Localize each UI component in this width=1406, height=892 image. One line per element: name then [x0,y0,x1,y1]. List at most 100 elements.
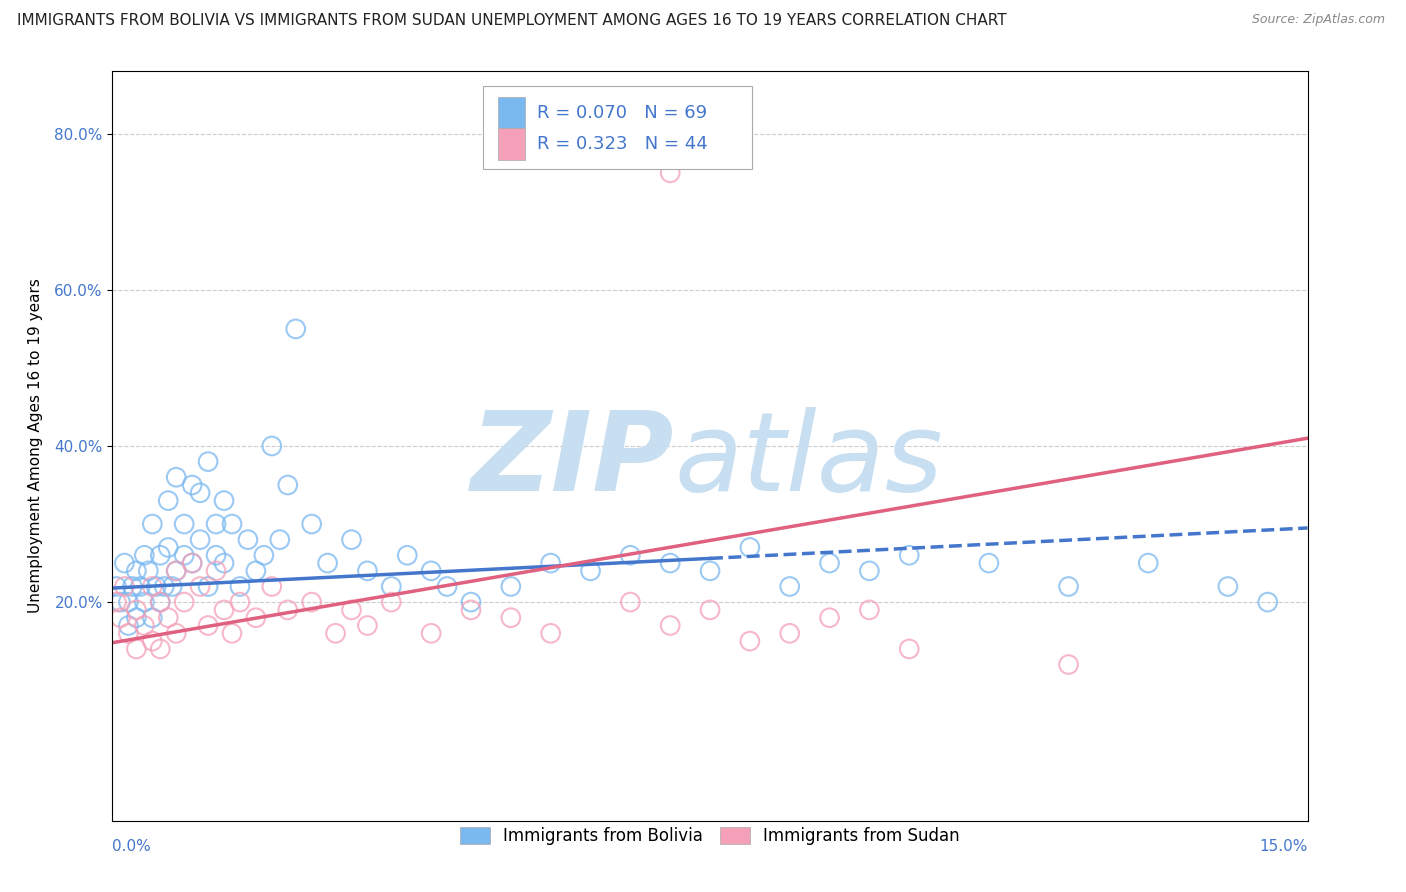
Point [898,548,921,563]
Point [141,517,163,532]
Point [277,603,299,617]
Point [173,595,195,609]
Point [221,517,243,532]
Point [738,541,761,555]
Point [229,580,252,594]
Point [212,603,235,617]
Point [141,634,163,648]
Point [316,556,339,570]
Point [157,541,180,555]
Text: R = 0.323   N = 44: R = 0.323 N = 44 [537,135,707,153]
Point [165,564,187,578]
Point [117,595,139,609]
Point [188,580,211,594]
Point [165,470,187,484]
Point [420,626,443,640]
Text: IMMIGRANTS FROM BOLIVIA VS IMMIGRANTS FROM SUDAN UNEMPLOYMENT AMONG AGES 16 TO 1: IMMIGRANTS FROM BOLIVIA VS IMMIGRANTS FR… [17,13,1007,29]
Point [738,634,761,648]
Point [269,533,291,547]
Point [141,611,163,625]
Point [121,580,143,594]
Point [1057,580,1080,594]
Point [420,564,443,578]
Point [277,478,299,492]
Point [499,611,522,625]
FancyBboxPatch shape [484,87,752,169]
Point [149,548,172,563]
Point [977,556,1000,570]
Point [779,580,801,594]
Point [149,642,172,657]
Point [460,603,482,617]
Point [114,580,135,594]
Point [134,595,156,609]
Point [380,580,402,594]
Point [858,564,880,578]
Legend: Immigrants from Bolivia, Immigrants from Sudan: Immigrants from Bolivia, Immigrants from… [451,819,969,854]
Point [117,618,139,632]
Point [221,626,243,640]
Point [325,626,347,640]
Point [117,626,139,640]
Point [129,580,152,594]
FancyBboxPatch shape [499,97,524,128]
Point [340,603,363,617]
Point [181,556,204,570]
Point [284,322,307,336]
Text: 15.0%: 15.0% [1260,839,1308,855]
Point [245,564,267,578]
Point [1137,556,1160,570]
Point [460,595,482,609]
Point [1257,595,1279,609]
Text: Source: ZipAtlas.com: Source: ZipAtlas.com [1251,13,1385,27]
Point [619,548,641,563]
Text: ZIP: ZIP [471,408,675,515]
Point [138,564,160,578]
Point [173,517,195,532]
Point [380,595,402,609]
Point [162,580,183,594]
Point [356,564,378,578]
Point [145,580,167,594]
Point [236,533,259,547]
Point [197,455,219,469]
Point [212,493,235,508]
Point [818,611,841,625]
Point [253,548,276,563]
Text: R = 0.070   N = 69: R = 0.070 N = 69 [537,103,707,121]
Point [110,595,132,609]
Text: atlas: atlas [675,408,943,515]
Point [229,595,252,609]
Point [659,618,682,632]
Point [110,611,132,625]
Point [134,548,156,563]
Point [125,603,148,617]
FancyBboxPatch shape [499,128,524,160]
Point [165,564,187,578]
Point [1216,580,1239,594]
Point [149,595,172,609]
Point [396,548,419,563]
Point [245,611,267,625]
Point [125,564,148,578]
Point [356,618,378,632]
Point [165,626,187,640]
Point [157,611,180,625]
Point [114,556,135,570]
Point [301,517,323,532]
Point [779,626,801,640]
Point [436,580,458,594]
Point [197,580,219,594]
Point [197,618,219,632]
Point [205,517,228,532]
Point [540,626,562,640]
Point [898,642,921,657]
Point [141,580,163,594]
Point [149,595,172,609]
Point [173,548,195,563]
Point [205,548,228,563]
Point [105,595,128,609]
Point [301,595,323,609]
Point [659,556,682,570]
Point [699,603,721,617]
